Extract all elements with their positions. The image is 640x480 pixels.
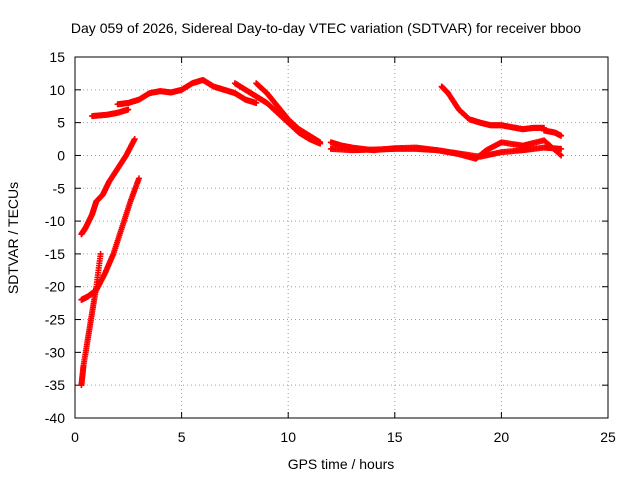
marker-layer <box>78 76 565 389</box>
x-axis-label: GPS time / hours <box>288 456 395 472</box>
data-point <box>131 136 138 143</box>
series-arc-9 <box>327 137 565 162</box>
y-tick-label: -20 <box>45 279 65 295</box>
x-tick-label: 0 <box>71 429 79 445</box>
series-arc-3 <box>78 175 142 303</box>
series-arc-7 <box>253 80 324 146</box>
data-point <box>317 139 324 146</box>
y-axis-label: SDTVAR / TECUs <box>5 182 21 294</box>
x-tick-label: 25 <box>600 429 616 445</box>
x-tick-label: 15 <box>387 429 403 445</box>
data-point <box>558 152 565 159</box>
y-tick-label: -40 <box>45 410 65 426</box>
y-tick-label: -35 <box>45 377 65 393</box>
data-point <box>125 106 132 113</box>
chart-title: Day 059 of 2026, Sidereal Day-to-day VTE… <box>71 20 581 36</box>
y-tick-label: -10 <box>45 213 65 229</box>
data-point <box>558 145 565 152</box>
data-point <box>558 132 565 139</box>
y-tick-label: 10 <box>49 82 65 98</box>
data-point <box>253 99 260 106</box>
data-point <box>97 250 104 257</box>
y-tick-label: -15 <box>45 246 65 262</box>
tick-layer: 0 5 10 15 20 25 -40 -35 -30 -25 -20 -15 -10 -5 0 5 10 15 <box>45 49 616 445</box>
y-tick-label: -30 <box>45 344 65 360</box>
series-arc-11 <box>541 127 565 139</box>
x-tick-label: 10 <box>280 429 296 445</box>
y-tick-label: 0 <box>57 147 65 163</box>
series-arc-4 <box>89 106 132 120</box>
series-arc-10 <box>438 83 548 133</box>
plot-frame <box>74 56 609 419</box>
y-tick-label: -25 <box>45 312 65 328</box>
grid-layer <box>75 57 608 418</box>
y-tick-label: -5 <box>53 180 66 196</box>
y-tick-label: 15 <box>49 49 65 65</box>
series-arc-5 <box>114 76 260 108</box>
data-point <box>135 175 142 182</box>
x-tick-label: 20 <box>494 429 510 445</box>
y-tick-label: 5 <box>57 115 65 131</box>
series-arc-1 <box>78 136 138 238</box>
x-tick-label: 5 <box>178 429 186 445</box>
